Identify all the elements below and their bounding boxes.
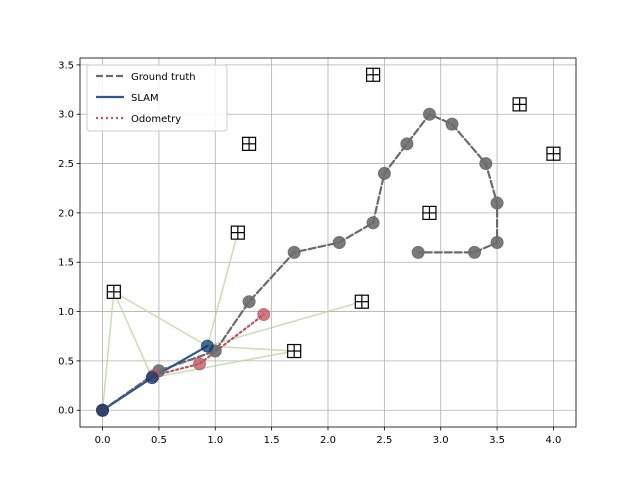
legend: Ground truth SLAM Odometry xyxy=(86,64,228,132)
landmark-marker xyxy=(106,284,121,299)
observation-line xyxy=(113,291,208,347)
slam-point xyxy=(96,403,110,417)
legend-label: Odometry xyxy=(131,114,181,125)
observation-line xyxy=(206,232,239,347)
observation-line xyxy=(113,291,153,378)
ground-truth-point xyxy=(479,157,493,171)
legend-box xyxy=(86,64,228,132)
ground-truth-point xyxy=(445,117,459,131)
landmark-marker xyxy=(287,343,302,359)
landmark-marker xyxy=(241,136,257,151)
landmark-marker xyxy=(354,294,369,309)
ground-truth-point xyxy=(400,137,414,151)
y-tick-label: 3.5 xyxy=(58,60,74,71)
ground-truth-point xyxy=(490,236,504,249)
x-tick-label: 2.0 xyxy=(320,435,336,446)
x-tick-label: 0.0 xyxy=(95,435,111,446)
x-tick-label: 1.0 xyxy=(207,435,223,446)
landmarks xyxy=(106,67,561,359)
ground-truth-point xyxy=(287,245,301,259)
ground-truth-point xyxy=(242,295,256,309)
ground-truth-point xyxy=(422,107,436,121)
axis-ticks: 0.0 0.5 1.0 1.5 2.0 2.5 3.0 3.5 4.0 0.0 0.5 1.0 1.5 2… xyxy=(58,60,561,446)
legend-label: SLAM xyxy=(131,93,159,104)
observation-line xyxy=(152,350,295,379)
landmark-marker xyxy=(512,97,527,112)
ground-truth-point xyxy=(411,245,425,259)
slam-point xyxy=(200,339,214,353)
y-tick-label: 1.5 xyxy=(58,258,74,269)
odometry-point xyxy=(257,308,271,322)
ground-truth-point xyxy=(490,196,504,210)
observation-line xyxy=(101,291,115,411)
x-tick-label: 4.0 xyxy=(546,435,562,446)
y-tick-label: 2.0 xyxy=(58,208,74,219)
y-tick-label: 3.0 xyxy=(58,110,74,121)
ground-truth-line xyxy=(101,113,499,412)
landmark-marker xyxy=(546,146,561,161)
ground-truth-point xyxy=(332,236,346,249)
x-tick-label: 1.5 xyxy=(264,435,280,446)
ground-truth-point xyxy=(377,166,391,180)
landmark-marker xyxy=(365,67,381,82)
y-tick-label: 0.5 xyxy=(58,356,74,367)
x-tick-label: 0.5 xyxy=(151,435,167,446)
x-tick-label: 3.5 xyxy=(489,435,505,446)
slam-point xyxy=(145,371,159,385)
x-tick-label: 3.0 xyxy=(433,435,449,446)
series-markers xyxy=(96,107,504,417)
y-tick-label: 2.5 xyxy=(58,159,74,170)
y-tick-label: 0.0 xyxy=(58,406,74,417)
landmark-marker xyxy=(230,225,245,240)
x-tick-label: 2.5 xyxy=(376,435,392,446)
ground-truth-point xyxy=(468,245,482,259)
ground-truth-point xyxy=(366,216,380,230)
legend-label: Ground truth xyxy=(131,72,196,83)
y-tick-label: 1.0 xyxy=(58,307,74,318)
odometry-point xyxy=(192,357,206,371)
landmark-marker xyxy=(422,205,437,221)
